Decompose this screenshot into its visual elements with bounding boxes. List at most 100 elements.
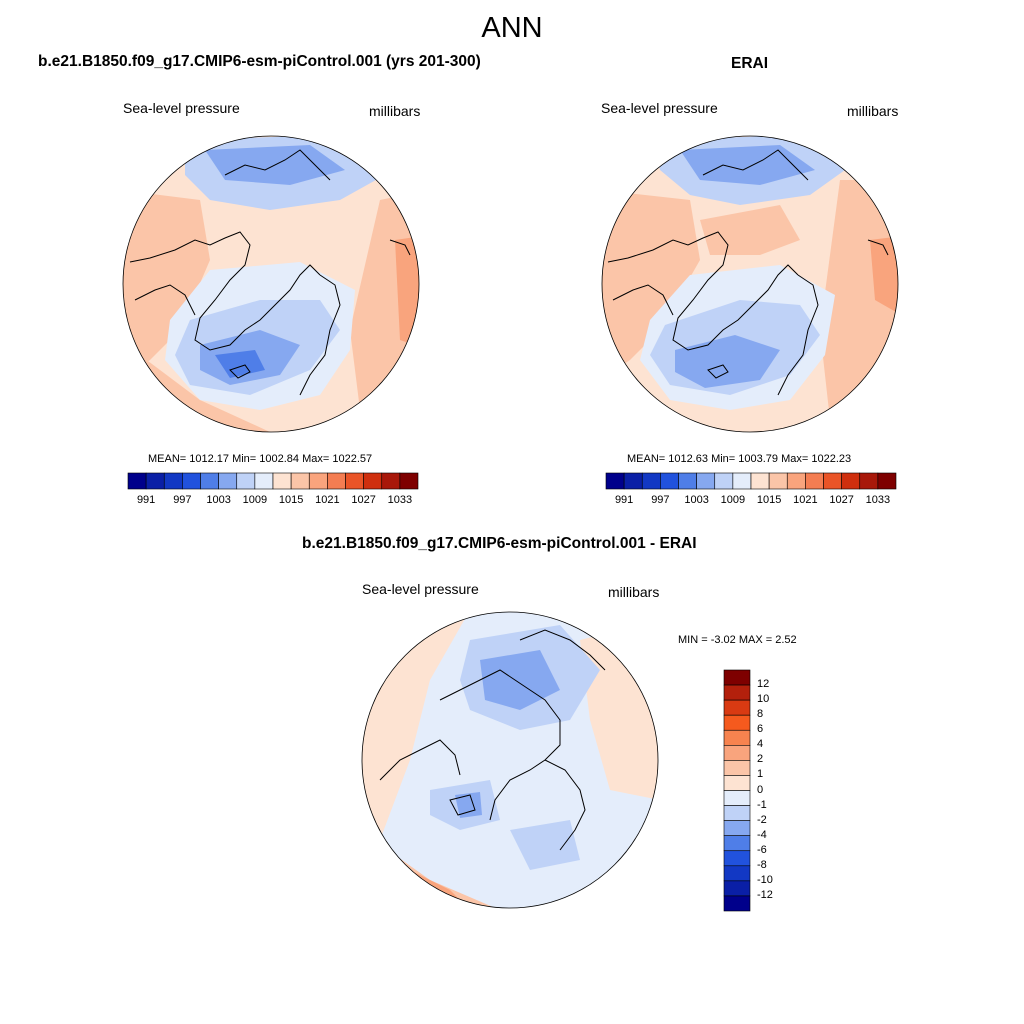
obs-colorbar-box <box>768 472 788 490</box>
model-colorbar-box <box>200 472 219 490</box>
obs-colorbar-box <box>786 472 806 490</box>
diff-colorbar-tick-label: 12 <box>757 678 770 691</box>
obs-colorbar-tick-label: 1021 <box>793 494 818 506</box>
diff-colorbar-box <box>723 820 751 836</box>
main-title: ANN <box>481 12 543 44</box>
diff-colorbar-box <box>723 835 751 852</box>
model-colorbar-tick-label: 997 <box>173 494 192 506</box>
model-colorbar-labels: 991 997 1003 1009 1015 1021 1027 1033 <box>128 494 418 508</box>
diff-colorbar-box <box>723 895 751 912</box>
diff-colorbar-box <box>723 699 751 716</box>
obs-colorbar-box <box>732 472 752 490</box>
obs-colorbar-tick-label: 991 <box>614 494 634 506</box>
diff-colorbar-box <box>723 669 751 686</box>
obs-colorbar-box <box>605 472 625 490</box>
diff-colorbar-box <box>723 865 751 882</box>
model-colorbar-tick-label: 1033 <box>387 494 413 506</box>
diff-colorbar-tick-label: -8 <box>757 858 767 871</box>
obs-panel-title: ERAI <box>731 55 769 72</box>
diff-colorbar-box <box>723 745 751 761</box>
model-colorbar-box <box>163 472 183 490</box>
model-colorbar-tick-label: 1003 <box>206 494 231 506</box>
diff-colorbar-box <box>723 684 751 701</box>
obs-colorbar-box <box>877 472 897 490</box>
diff-minmax-text: MIN = -3.02 MAX = 2.52 <box>678 634 797 646</box>
model-colorbar-box <box>363 472 383 490</box>
obs-colorbar-box <box>805 472 824 490</box>
diff-variable-label: Sea-level pressure <box>362 581 479 597</box>
diff-colorbar <box>723 669 751 912</box>
obs-colorbar-box <box>678 472 697 490</box>
model-panel-title: b.e21.B1850.f09_g17.CMIP6-esm-piControl.… <box>38 53 481 70</box>
obs-colorbar-box <box>660 472 679 490</box>
diff-colorbar-box <box>723 880 751 897</box>
diff-colorbar-box <box>723 775 751 791</box>
diff-colorbar-tick-label: -10 <box>757 873 773 886</box>
model-colorbar-box <box>345 472 364 490</box>
model-colorbar-box <box>308 472 328 490</box>
model-colorbar-box <box>290 472 310 490</box>
diff-colorbar-labels: 12 10 8 6 4 2 1 0 -1 -2 -4 -6 -8 -10 -12 <box>757 670 797 911</box>
obs-colorbar-labels: 991 997 1003 1009 1015 1021 1027 1033 <box>606 494 896 508</box>
model-stats-text: MEAN= 1012.17 Min= 1002.84 Max= 1022.57 <box>148 453 373 465</box>
model-colorbar-box <box>327 472 346 490</box>
obs-colorbar-box <box>841 472 861 490</box>
obs-colorbar-box <box>823 472 842 490</box>
obs-colorbar-tick-label: 1033 <box>865 494 891 506</box>
diff-colorbar-tick-label: -6 <box>757 843 767 856</box>
diff-colorbar-tick-label: 8 <box>757 708 764 721</box>
diff-units-label: millibars <box>608 584 660 600</box>
model-colorbar-tick-label: 991 <box>136 494 156 506</box>
model-colorbar-tick-label: 1021 <box>315 494 340 506</box>
diff-colorbar-tick-label: 10 <box>757 693 770 706</box>
obs-colorbar-box <box>859 472 879 490</box>
obs-stats-text: MEAN= 1012.63 Min= 1003.79 Max= 1022.23 <box>627 453 852 465</box>
model-colorbar-box <box>272 472 292 490</box>
model-units-label: millibars <box>369 103 421 119</box>
model-colorbar-tick-label: 1009 <box>242 494 268 506</box>
obs-colorbar-box <box>714 472 734 490</box>
diff-panel-title: b.e21.B1850.f09_g17.CMIP6-esm-piControl.… <box>302 535 697 552</box>
obs-colorbar-tick-label: 1009 <box>720 494 746 506</box>
obs-variable-label: Sea-level pressure <box>601 100 718 116</box>
diff-colorbar-box <box>723 729 751 746</box>
obs-colorbar-tick-label: 997 <box>651 494 670 506</box>
model-colorbar-box <box>236 472 256 490</box>
obs-colorbar-box <box>641 472 661 490</box>
diff-colorbar-tick-label: -1 <box>757 798 767 811</box>
diff-colorbar-tick-label: -2 <box>757 813 767 826</box>
diff-colorbar-box <box>723 714 751 731</box>
model-colorbar-box <box>127 472 147 490</box>
obs-colorbar-tick-label: 1027 <box>829 494 854 506</box>
model-colorbar-box <box>218 472 238 490</box>
diff-colorbar-tick-label: 1 <box>757 768 764 781</box>
diff-colorbar-tick-label: 4 <box>757 738 764 751</box>
obs-units-label: millibars <box>847 103 899 119</box>
diff-colorbar-box <box>723 850 751 867</box>
diff-colorbar-tick-label: 2 <box>757 753 764 766</box>
obs-colorbar <box>605 472 897 490</box>
diff-colorbar-tick-label: -4 <box>757 828 767 841</box>
diff-colorbar-box <box>723 760 751 776</box>
diff-colorbar-tick-label: -12 <box>757 888 773 901</box>
obs-colorbar-tick-label: 1003 <box>684 494 709 506</box>
model-colorbar-tick-label: 1027 <box>351 494 376 506</box>
obs-colorbar-box <box>696 472 716 490</box>
diff-colorbar-box <box>723 805 751 821</box>
obs-colorbar-tick-label: 1015 <box>756 494 782 506</box>
model-colorbar-box <box>381 472 401 490</box>
obs-colorbar-box <box>623 472 643 490</box>
diff-colorbar-box <box>723 790 751 806</box>
model-colorbar-box <box>399 472 419 490</box>
model-colorbar-box <box>254 472 274 490</box>
obs-colorbar-box <box>750 472 770 490</box>
model-colorbar-tick-label: 1015 <box>278 494 304 506</box>
diff-colorbar-tick-label: 6 <box>757 723 764 736</box>
model-variable-label: Sea-level pressure <box>123 100 240 116</box>
model-colorbar-box <box>145 472 165 490</box>
diff-colorbar-tick-label: 0 <box>757 783 764 796</box>
model-colorbar-box <box>182 472 201 490</box>
